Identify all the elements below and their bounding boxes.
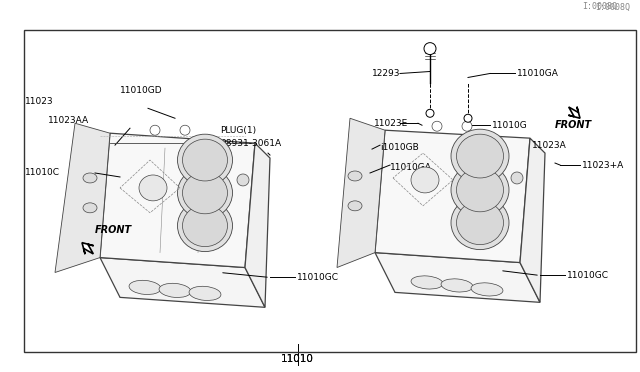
Ellipse shape <box>237 174 249 186</box>
Text: FRONT: FRONT <box>555 120 592 130</box>
Text: 11010: 11010 <box>281 354 314 364</box>
Ellipse shape <box>411 276 443 289</box>
Polygon shape <box>82 243 93 254</box>
Text: 11010: 11010 <box>281 354 314 364</box>
Ellipse shape <box>451 196 509 250</box>
Polygon shape <box>100 257 265 307</box>
Text: 11010GD: 11010GD <box>120 86 163 95</box>
Ellipse shape <box>139 175 167 201</box>
Text: 12293: 12293 <box>372 69 401 78</box>
Ellipse shape <box>411 167 439 193</box>
Ellipse shape <box>441 279 473 292</box>
Text: 11010GA: 11010GA <box>390 163 432 171</box>
Text: 11023A: 11023A <box>532 141 567 150</box>
Text: i1010GB: i1010GB <box>380 142 419 152</box>
Ellipse shape <box>456 201 504 245</box>
Ellipse shape <box>348 201 362 211</box>
Text: 11010GA: 11010GA <box>517 69 559 78</box>
Ellipse shape <box>182 139 227 181</box>
Ellipse shape <box>451 129 509 183</box>
Ellipse shape <box>189 286 221 301</box>
Ellipse shape <box>177 167 232 219</box>
Ellipse shape <box>451 163 509 217</box>
Circle shape <box>180 125 190 135</box>
Ellipse shape <box>471 283 503 296</box>
Circle shape <box>150 125 160 135</box>
Ellipse shape <box>83 173 97 183</box>
Circle shape <box>432 121 442 131</box>
Text: I:0008Q: I:0008Q <box>582 2 618 11</box>
Circle shape <box>464 114 472 122</box>
Ellipse shape <box>456 134 504 178</box>
Polygon shape <box>100 133 255 267</box>
Text: 11010GC: 11010GC <box>567 271 609 280</box>
Text: I:0008Q: I:0008Q <box>595 3 630 12</box>
Text: FRONT: FRONT <box>95 225 132 235</box>
Text: PLUG(1): PLUG(1) <box>220 126 256 135</box>
Ellipse shape <box>182 172 227 214</box>
Ellipse shape <box>182 205 227 247</box>
Ellipse shape <box>159 283 191 298</box>
Ellipse shape <box>456 168 504 212</box>
Text: 11010C: 11010C <box>25 169 60 177</box>
Circle shape <box>424 43 436 55</box>
Polygon shape <box>568 107 580 118</box>
Text: 08931-3061A: 08931-3061A <box>220 139 281 148</box>
Polygon shape <box>55 123 110 273</box>
Ellipse shape <box>348 171 362 181</box>
Polygon shape <box>520 138 545 302</box>
Text: 11023: 11023 <box>25 97 54 106</box>
Polygon shape <box>337 118 385 267</box>
Bar <box>24 30 636 352</box>
Ellipse shape <box>129 280 161 295</box>
Circle shape <box>426 109 434 117</box>
Ellipse shape <box>83 203 97 213</box>
Polygon shape <box>245 143 270 307</box>
Text: 11023E: 11023E <box>374 119 408 128</box>
Text: 11010GC: 11010GC <box>297 273 339 282</box>
Text: 11023AA: 11023AA <box>48 116 89 125</box>
Text: 11010G: 11010G <box>492 121 528 130</box>
Polygon shape <box>375 253 540 302</box>
Circle shape <box>462 121 472 131</box>
Ellipse shape <box>511 172 523 184</box>
Text: 11023+A: 11023+A <box>582 161 624 170</box>
Polygon shape <box>375 130 530 263</box>
Ellipse shape <box>177 134 232 186</box>
Ellipse shape <box>177 200 232 251</box>
